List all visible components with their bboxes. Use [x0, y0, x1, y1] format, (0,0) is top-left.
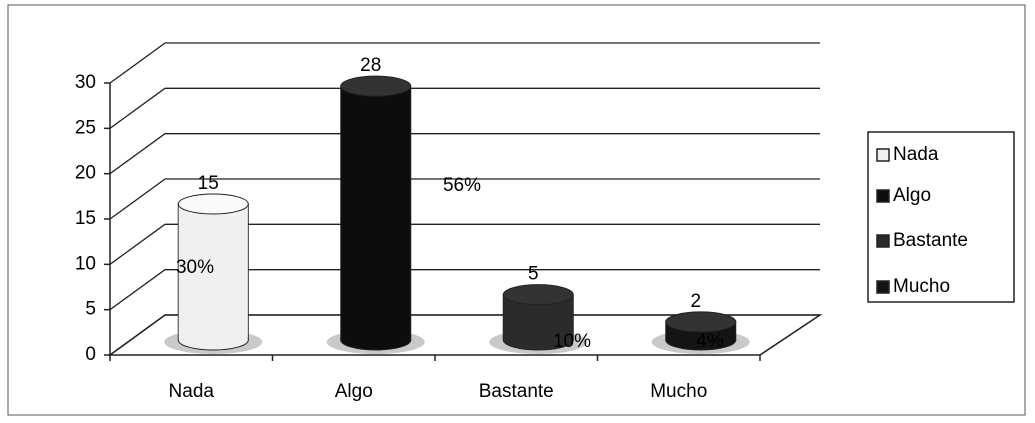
y-tick-label: 5 — [85, 299, 96, 320]
legend-swatch — [876, 234, 890, 248]
percent-label: 30% — [176, 257, 214, 278]
legend-label: Algo — [893, 185, 931, 206]
percent-label: 10% — [553, 331, 591, 352]
bar-top — [177, 193, 249, 215]
bar-top — [502, 284, 574, 306]
percent-label: 56% — [443, 175, 481, 196]
grid-line — [109, 223, 820, 265]
x-tick-label: Mucho — [650, 381, 707, 402]
legend-label: Nada — [893, 144, 939, 165]
grid-line — [109, 178, 820, 220]
y-tick-label: 0 — [85, 344, 96, 365]
data-label: 2 — [690, 291, 701, 312]
data-label: 5 — [528, 264, 539, 285]
legend-box — [867, 131, 1015, 303]
y-tick-label: 30 — [75, 72, 96, 93]
data-label: 15 — [198, 173, 219, 194]
x-tick-label: Bastante — [479, 381, 554, 402]
legend-label: Bastante — [893, 230, 968, 251]
data-label: 28 — [360, 55, 381, 76]
legend-swatch — [876, 280, 890, 294]
grid-line — [109, 133, 820, 175]
grid-line — [109, 314, 820, 356]
bar-top — [665, 311, 737, 333]
grid-line — [109, 42, 820, 84]
legend-swatch — [876, 148, 890, 162]
bar-fill — [178, 204, 248, 340]
x-tick-label: Nada — [169, 381, 215, 402]
legend-swatch — [876, 189, 890, 203]
x-tick-label: Algo — [335, 381, 373, 402]
percent-label: 4% — [696, 331, 724, 352]
y-tick-label: 10 — [75, 253, 96, 274]
bar-fill — [341, 86, 411, 340]
y-tick-label: 15 — [75, 208, 96, 229]
grid-line — [109, 87, 820, 129]
bar-top — [340, 75, 412, 97]
grid-line — [109, 269, 820, 311]
legend-label: Mucho — [893, 276, 950, 297]
y-tick-label: 20 — [75, 163, 96, 184]
y-tick-label: 25 — [75, 117, 96, 138]
